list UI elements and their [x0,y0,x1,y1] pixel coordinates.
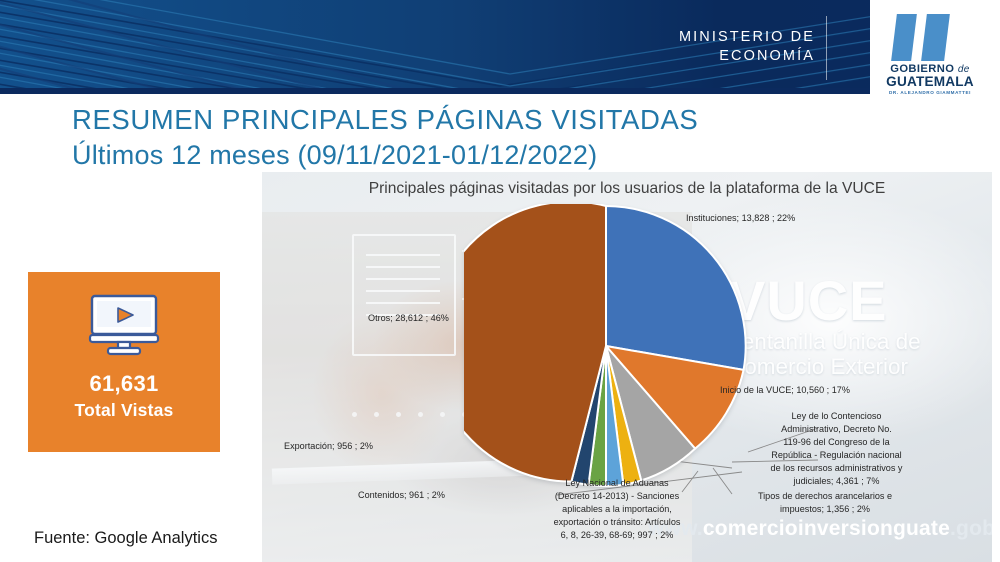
pie-label-inicio-vuce: Inicio de la VUCE; 10,560 ; 17% [720,385,850,395]
header-chevron-pattern [0,0,1000,94]
ministry-line-2: ECONOMÍA [719,47,815,64]
pie-label-exportacion: Exportación; 956 ; 2% [284,441,373,451]
header-bottom-bar [0,88,870,94]
logo-bars [872,14,988,61]
slice-instituciones [605,204,747,372]
total-views-label: Total Vistas [74,400,174,420]
pie-label-tipos-derechos: Tipos de derechos arancelarios e impuest… [757,491,893,514]
logo-line-guatemala: GUATEMALA [886,74,974,89]
monitor-play-icon [88,294,160,356]
pie-label-ley-contencioso: Ley de lo Contencioso Administrativo, De… [770,411,903,486]
header-divider [826,16,827,80]
vuce-watermark-subtitle: Ventanilla Única de Comercio Exterior [728,329,921,379]
logo-gobierno-text: GOBIERNO [890,63,958,75]
ministry-line-1: MINISTERIO DE [678,29,815,45]
chart-title: Principales páginas visitadas por los us… [368,180,886,197]
page-title: RESUMEN PRINCIPALES PÁGINAS VISITADAS Úl… [72,102,698,173]
document-outline-graphic [352,234,456,356]
logo-bar-right [921,14,950,61]
logo-bar-left [891,14,917,61]
total-views-card: 61,631 Total Vistas [28,272,220,452]
page-title-line-2: Últimos 12 meses (09/11/2021-01/12/2022) [72,140,598,171]
url-domain: comercioinversionguate [702,517,951,540]
source-note: Fuente: Google Analytics [34,529,218,547]
slice-otros [464,204,607,483]
vuce-watermark: VUCE [728,269,888,332]
total-views-value: 61,631 [89,371,159,396]
chart-panel: VUCE Ventanilla Única de Comercio Exteri… [262,172,992,562]
url-suffix: .gob.gt [950,517,992,540]
header-banner: MINISTERIO DE ECONOMÍA GOBIERNO de GUATE… [0,0,1000,94]
pie-label-contenidos: Contenidos; 961 ; 2% [358,490,445,500]
ministry-title: MINISTERIO DE ECONOMÍA [600,28,815,65]
pie-label-otros: Otros; 28,612 ; 46% [368,313,449,323]
gobierno-de-guatemala-logo: GOBIERNO de GUATEMALA DR. ALEJANDRO GIAM… [872,14,988,94]
pie-slices [464,204,748,488]
website-watermark: www.comercioinversionguate.gob.gt [648,517,992,541]
page-title-line-1: RESUMEN PRINCIPALES PÁGINAS VISITADAS [72,104,699,135]
pie-chart: Instituciones; 13,828 ; 22% Inicio de la… [262,172,992,562]
logo-de-text: de [957,64,970,75]
slice-inicio-vuce [603,344,745,450]
pie-label-instituciones: Instituciones; 13,828 ; 22% [686,213,796,223]
url-prefix: www. [648,517,703,540]
pie-label-ley-aduanas: Ley Nacional de Aduanas (Decreto 14-2013… [553,478,681,540]
logo-line-gobierno: GOBIERNO de [872,63,988,75]
logo-line-president: DR. ALEJANDRO GIAMMATTEI [888,89,972,94]
